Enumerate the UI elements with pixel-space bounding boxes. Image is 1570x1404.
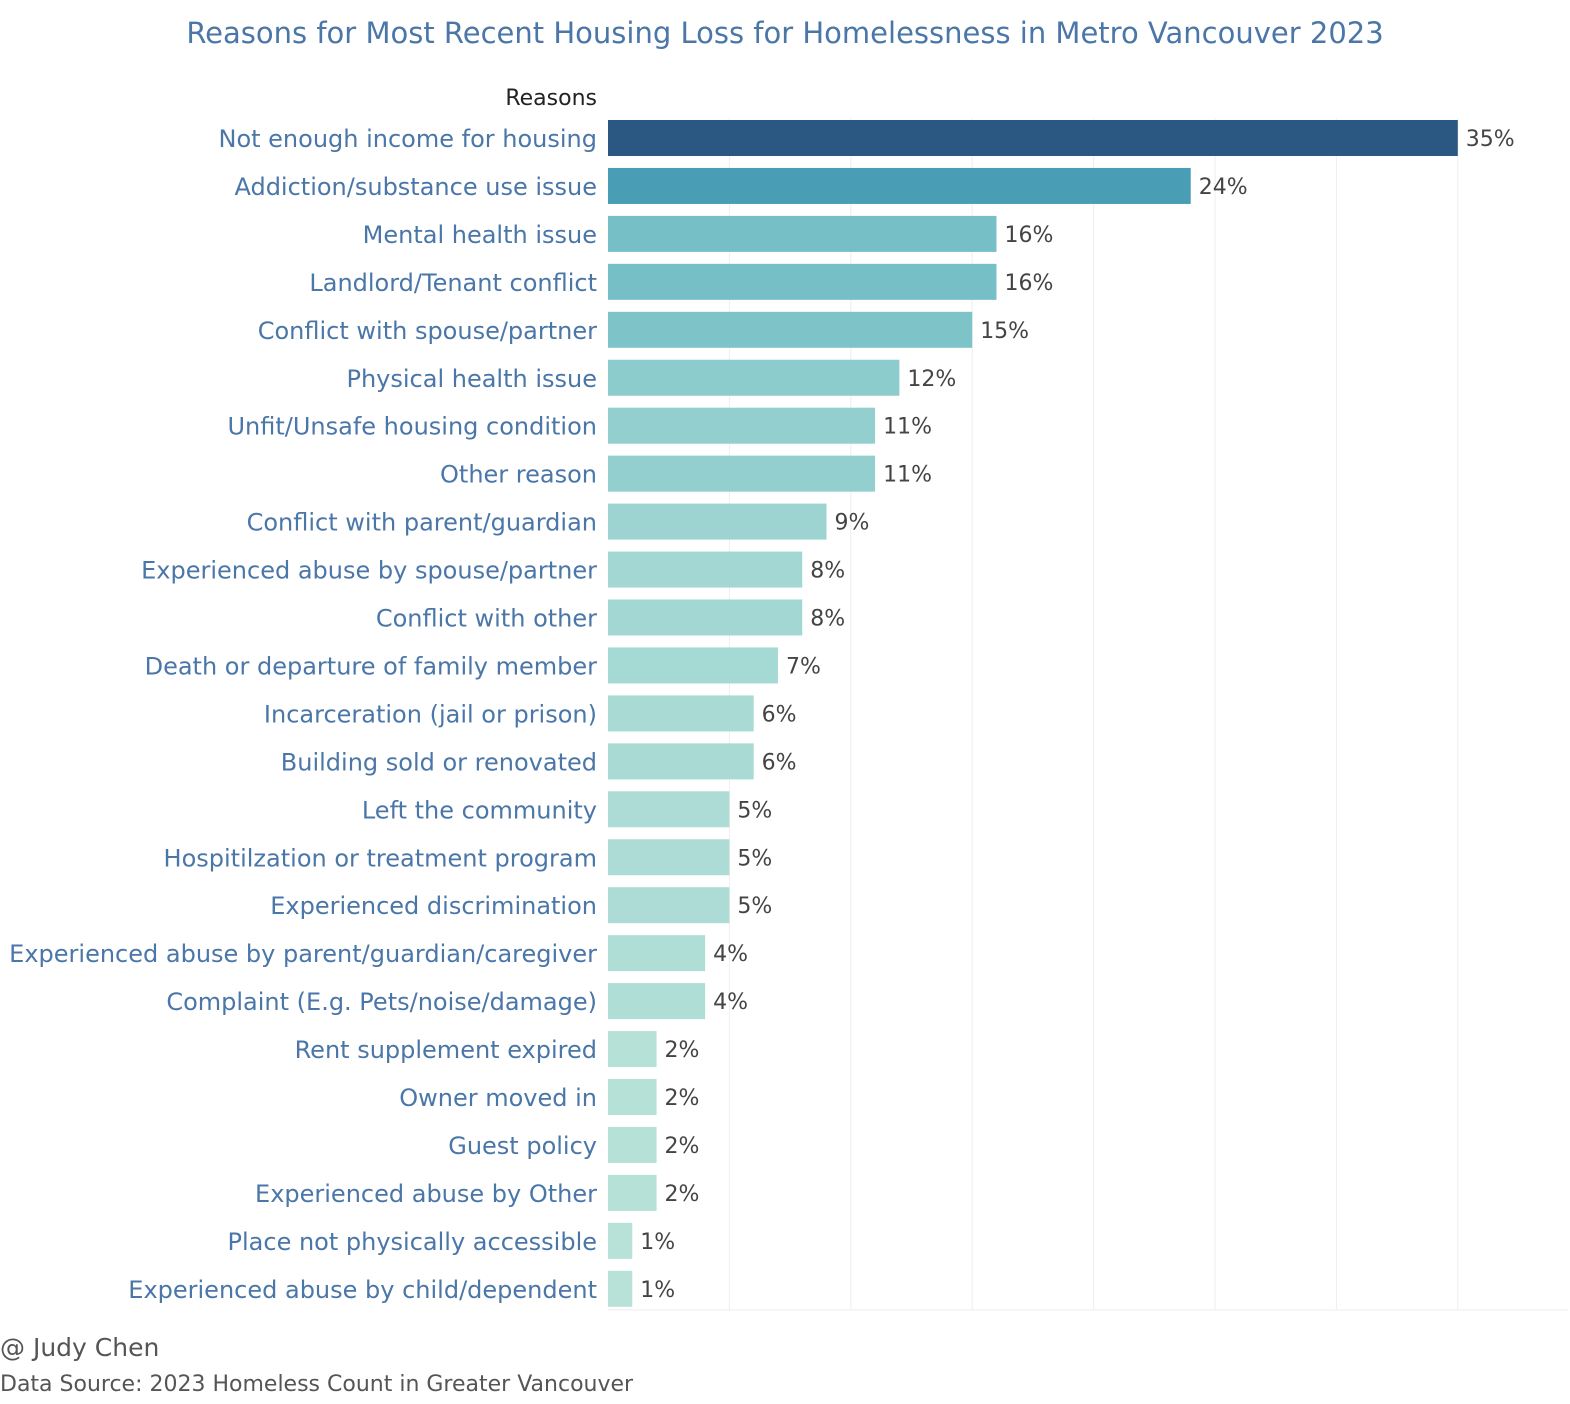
category-label: Conflict with spouse/partner (258, 317, 597, 345)
category-label: Experienced abuse by parent/guardian/car… (9, 940, 597, 968)
bar[interactable] (608, 1031, 657, 1068)
value-label: 16% (1004, 271, 1053, 296)
value-label: 1% (640, 1230, 675, 1255)
bar[interactable] (608, 791, 730, 828)
category-label: Conflict with other (376, 605, 597, 633)
bar[interactable] (608, 983, 706, 1020)
bar[interactable] (608, 647, 778, 684)
bars (608, 120, 1458, 1307)
value-label: 8% (810, 607, 845, 632)
value-label: 6% (762, 702, 797, 727)
value-label: 2% (665, 1134, 700, 1159)
category-label: Rent supplement expired (295, 1036, 597, 1064)
value-label: 4% (713, 990, 748, 1015)
category-label: Building sold or renovated (281, 748, 597, 776)
bar[interactable] (608, 120, 1458, 156)
category-label: Unfit/Unsafe housing condition (227, 413, 597, 441)
category-label: Addiction/substance use issue (234, 173, 597, 201)
bar[interactable] (608, 695, 754, 732)
bar[interactable] (608, 1270, 633, 1307)
value-label: 15% (980, 319, 1029, 344)
bar[interactable] (608, 167, 1191, 204)
category-label: Death or departure of family member (145, 652, 598, 680)
author-credit: @ Judy Chen (0, 1333, 160, 1362)
bar[interactable] (608, 263, 997, 300)
value-label: 2% (665, 1038, 700, 1063)
bar[interactable] (608, 503, 827, 540)
value-labels: 35% 24% 16% 16% 15% 12% 11% 11% 9% 8% 8% 7% 6% 6% 5% 5%… (640, 127, 1514, 1303)
value-label: 6% (762, 750, 797, 775)
category-label: Not enough income for housing (218, 125, 597, 153)
category-label: Owner moved in (399, 1084, 597, 1112)
value-label: 5% (737, 846, 772, 871)
category-label: Left the community (362, 796, 597, 824)
category-label: Hospitilzation or treatment program (164, 844, 597, 872)
value-label: 8% (810, 559, 845, 584)
bar[interactable] (608, 455, 876, 492)
value-label: 9% (835, 511, 870, 536)
value-label: 24% (1199, 175, 1248, 200)
bar-chart: Reasons Not enough income for housing Add… (9, 86, 1568, 1311)
category-label: Incarceration (jail or prison) (264, 700, 597, 728)
value-label: 4% (713, 942, 748, 967)
category-label: Conflict with parent/guardian (247, 509, 597, 537)
bar[interactable] (608, 1126, 657, 1163)
value-label: 11% (883, 463, 932, 488)
bar[interactable] (608, 743, 754, 780)
category-labels: Not enough income for housing Addiction/s… (9, 125, 597, 1304)
bar[interactable] (608, 359, 900, 396)
category-label: Guest policy (448, 1132, 597, 1160)
bar[interactable] (608, 551, 803, 588)
bar[interactable] (608, 215, 997, 252)
category-label: Experienced abuse by child/dependent (128, 1276, 597, 1304)
bar[interactable] (608, 1079, 657, 1115)
category-label: Complaint (E.g. Pets/noise/damage) (166, 988, 597, 1016)
bar[interactable] (608, 599, 803, 636)
data-source: Data Source: 2023 Homeless Count in Grea… (0, 1372, 634, 1397)
bar[interactable] (608, 839, 730, 876)
chart-title: Reasons for Most Recent Housing Loss for… (186, 16, 1384, 50)
value-label: 35% (1466, 127, 1515, 152)
bar[interactable] (608, 311, 973, 348)
category-label: Experienced discrimination (270, 892, 597, 920)
value-label: 5% (737, 798, 772, 823)
bar[interactable] (608, 1222, 633, 1259)
axis-header: Reasons (505, 86, 597, 111)
bar[interactable] (608, 407, 876, 444)
bar[interactable] (608, 1174, 657, 1211)
bar[interactable] (608, 935, 706, 972)
bar[interactable] (608, 887, 730, 924)
value-label: 2% (665, 1182, 700, 1207)
category-label: Mental health issue (363, 221, 597, 249)
value-label: 16% (1004, 223, 1053, 248)
value-label: 2% (665, 1086, 700, 1111)
category-label: Place not physically accessible (228, 1228, 597, 1256)
category-label: Other reason (440, 461, 597, 489)
value-label: 5% (737, 894, 772, 919)
category-label: Experienced abuse by Other (255, 1180, 597, 1208)
value-label: 11% (883, 415, 932, 440)
category-label: Landlord/Tenant conflict (309, 269, 597, 297)
category-label: Physical health issue (346, 365, 597, 393)
category-label: Experienced abuse by spouse/partner (141, 557, 597, 585)
value-label: 7% (786, 654, 821, 679)
value-label: 12% (907, 367, 956, 392)
value-label: 1% (640, 1278, 675, 1303)
